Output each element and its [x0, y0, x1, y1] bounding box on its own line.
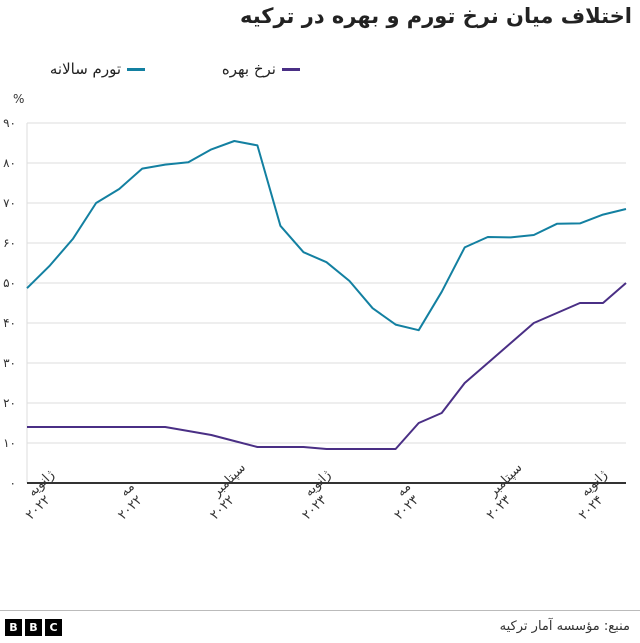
legend-swatch-interest — [282, 67, 300, 71]
svg-text:۲۰۲۲: ۲۰۲۲ — [115, 493, 145, 523]
footer-divider — [0, 610, 640, 611]
svg-text:۲۰۲۳: ۲۰۲۳ — [392, 493, 422, 523]
legend: نرخ بهره تورم سالانه — [0, 60, 320, 84]
y-tick-label: ۸۰ — [3, 156, 16, 170]
y-tick-label: ۲۰ — [3, 396, 16, 410]
y-tick-label: ۹۰ — [3, 116, 16, 130]
legend-item-inflation: تورم سالانه — [50, 60, 145, 78]
y-tick-label: ۶۰ — [3, 236, 16, 250]
source-note: منبع: مؤسسه آمار ترکیه — [499, 619, 630, 634]
legend-item-interest: نرخ بهره — [222, 60, 300, 78]
svg-text:۲۰۲۴: ۲۰۲۴ — [576, 493, 606, 523]
svg-text:۲۰۲۳: ۲۰۲۳ — [484, 493, 514, 523]
svg-text:۲۰۲۲: ۲۰۲۲ — [23, 493, 53, 523]
y-tick-label: ۵۰ — [3, 276, 16, 290]
legend-swatch-inflation — [127, 67, 145, 71]
bbc-logo-letter: C — [45, 619, 62, 636]
bbc-logo-letter: B — [5, 619, 22, 636]
legend-label-inflation: تورم سالانه — [49, 60, 121, 78]
bbc-logo: B B C — [5, 619, 62, 636]
interest-rate-line — [27, 282, 627, 450]
y-tick-label: ۳۰ — [3, 356, 16, 370]
chart-title: اختلاف میان نرخ تورم و بهره در ترکیه — [239, 4, 632, 28]
inflation-line — [26, 140, 627, 332]
y-tick-label: ۴۰ — [3, 316, 16, 330]
y-tick-label: ۱۰ — [3, 436, 16, 450]
svg-text:۲۰۲۳: ۲۰۲۳ — [300, 493, 330, 523]
svg-text:۲۰۲۲: ۲۰۲۲ — [207, 493, 237, 523]
y-tick-label: ۷۰ — [3, 196, 16, 210]
legend-label-interest: نرخ بهره — [221, 60, 276, 78]
y-tick-label: ۰ — [10, 476, 16, 490]
y-axis-unit: % — [13, 92, 25, 106]
bbc-logo-letter: B — [25, 619, 42, 636]
